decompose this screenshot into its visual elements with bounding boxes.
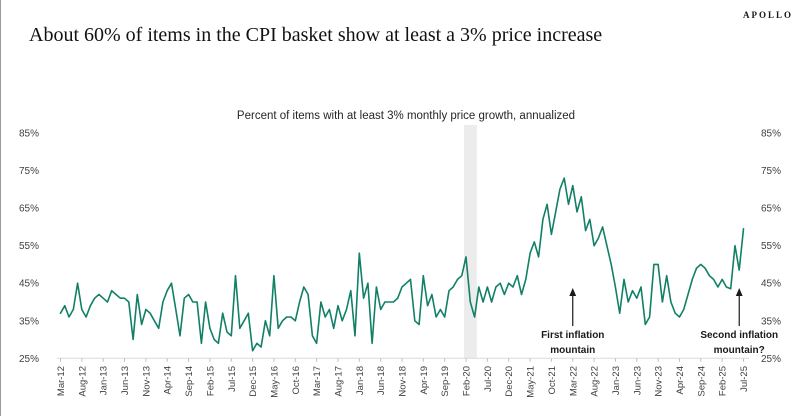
x-tick-label: Nov-23 [654,366,665,397]
x-tick-label: Jul-25 [739,366,750,392]
x-tick-label: Apr-14 [163,366,174,395]
x-tick-label: Nov-13 [141,366,152,397]
x-tick-label: Apr-19 [419,366,430,395]
x-tick-label: May-21 [526,366,537,398]
recession-band [464,125,477,359]
y-tick-label-right: 35% [761,316,781,327]
x-tick-label: May-16 [269,366,280,398]
x-tick-label: Jan-23 [611,366,622,395]
annotation-second-inflation-mountain: Second inflation mountain? [700,330,779,356]
x-tick-label: Jun-18 [376,366,387,395]
y-tick-label-left: 75% [19,166,39,177]
chart-title: Percent of items with at least 3% monthl… [236,110,576,122]
x-tick-label: Feb-15 [205,366,216,396]
x-tick-label: Dec-15 [248,366,259,397]
y-tick-label-right: 45% [761,279,781,290]
x-tick-label: Jan-13 [99,366,110,395]
x-tick-label: Feb-25 [718,366,729,396]
y-tick-label-right: 75% [761,166,781,177]
y-tick-label-left: 65% [19,204,39,215]
y-tick-label-left: 55% [19,241,39,252]
x-tick-label: Mar-12 [56,366,67,396]
apollo-logo: APOLLO [742,10,793,20]
page-title: About 60% of items in the CPI basket sho… [29,24,603,46]
x-tick-label: Aug-22 [590,366,601,397]
x-tick-label: Mar-22 [568,366,579,396]
y-tick-label-left: 25% [19,354,39,365]
annotation-arrow-head [569,288,577,296]
x-tick-label: Sep-19 [440,366,451,397]
y-tick-label-right: 65% [761,204,781,215]
y-tick-label-left: 85% [19,129,39,140]
x-tick-label: Aug-12 [77,366,88,397]
x-tick-label: Apr-24 [675,366,686,395]
x-tick-label: Feb-20 [462,366,473,396]
annotation-first-inflation-mountain: First inflation mountain [541,330,605,356]
x-tick-label: Sep-14 [184,366,195,397]
x-tick-label: Jun-23 [632,366,643,395]
annotation-arrow-head [735,288,743,296]
cpi-share-line [59,177,745,352]
x-tick-label: Jul-20 [483,366,494,392]
x-tick-label: Oct-16 [291,366,302,395]
x-tick-label: Jul-15 [227,366,238,392]
x-tick-label: Dec-20 [504,366,515,397]
x-tick-label: Jan-18 [355,366,366,395]
y-tick-label-left: 45% [19,279,39,290]
y-tick-label-right: 55% [761,241,781,252]
x-tick-label: Oct-21 [547,366,558,395]
y-tick-label-left: 35% [19,316,39,327]
x-tick-label: Aug-17 [333,366,344,397]
x-tick-label: Nov-18 [398,366,409,397]
y-tick-label-right: 85% [761,129,781,140]
x-tick-label: Jun-13 [120,366,131,395]
x-tick-label: Sep-24 [696,366,707,397]
x-tick-label: Mar-17 [312,366,323,396]
